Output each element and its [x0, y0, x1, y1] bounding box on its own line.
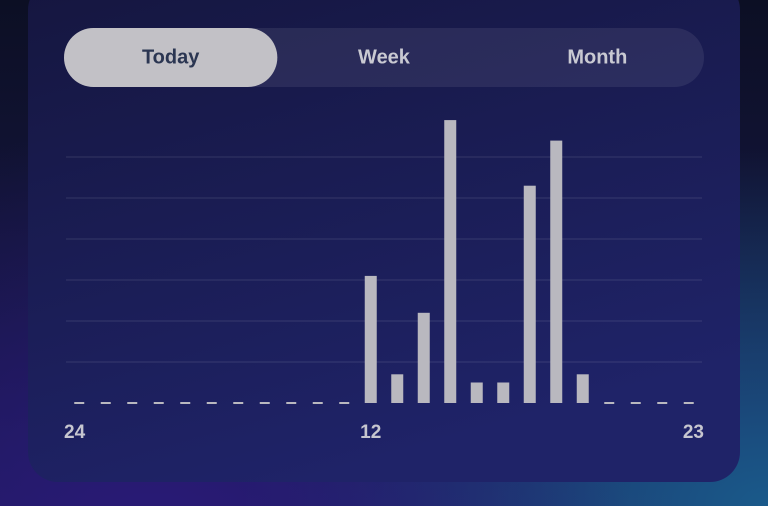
x-tick-label: 23: [683, 422, 704, 443]
tab-selected-bg: [64, 28, 278, 87]
tab[interactable]: Week: [358, 46, 411, 68]
bar: [391, 374, 404, 403]
x-tick-label: 12: [360, 422, 381, 443]
bar: [497, 382, 510, 403]
bar: [523, 185, 536, 403]
bar: [444, 120, 457, 403]
bar: [364, 275, 377, 403]
bar: [550, 140, 563, 403]
bar: [470, 382, 483, 403]
tab[interactable]: Today: [142, 46, 200, 68]
tabs: Today Week Month: [64, 28, 627, 87]
bar: [417, 312, 430, 403]
bar: [576, 374, 589, 403]
plot: 24 12 23: [64, 120, 704, 443]
x-tick-label: 24: [64, 422, 86, 443]
tab[interactable]: Month: [567, 46, 627, 68]
